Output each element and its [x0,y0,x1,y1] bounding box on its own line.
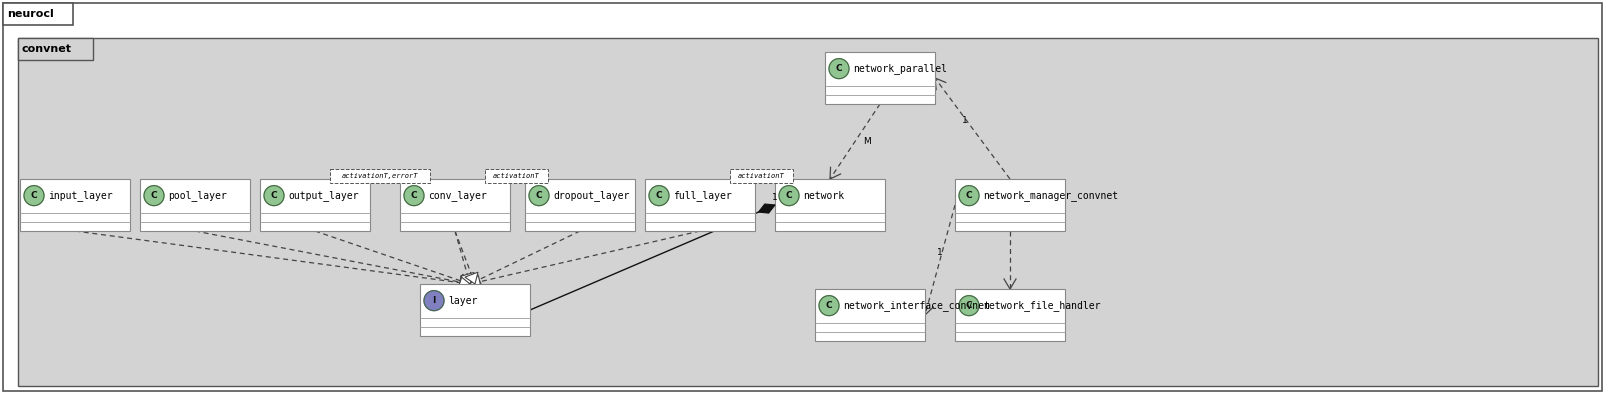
Bar [140,179,250,231]
Bar [3,3,72,25]
Text: activationT: activationT [738,173,785,179]
Bar [955,289,1066,341]
Circle shape [778,186,799,206]
Text: C: C [656,191,663,200]
Bar [815,289,924,341]
Circle shape [263,186,284,206]
Text: C: C [966,301,973,310]
Text: output_layer: output_layer [287,190,358,201]
Polygon shape [459,275,470,289]
Text: C: C [536,191,542,200]
Text: 1: 1 [937,247,942,256]
Text: C: C [825,301,833,310]
Text: M: M [863,137,872,146]
Text: convnet: convnet [22,44,72,54]
Bar [775,179,884,231]
Bar [18,38,93,60]
Polygon shape [459,274,470,287]
Bar [331,169,430,183]
Bar [18,38,1599,386]
Text: network_manager_convnet: network_manager_convnet [982,190,1119,201]
Circle shape [648,186,669,206]
Text: network_interface_convnet: network_interface_convnet [843,300,990,311]
Circle shape [530,186,549,206]
Bar [645,179,754,231]
Bar [825,52,936,104]
Text: pool_layer: pool_layer [169,190,226,201]
Text: neurocl: neurocl [6,9,53,19]
Text: C: C [966,191,973,200]
Text: C: C [271,191,278,200]
Polygon shape [461,273,473,284]
Circle shape [404,186,424,206]
Text: dropout_layer: dropout_layer [554,190,629,201]
Bar [525,179,636,231]
Text: C: C [151,191,157,200]
Circle shape [144,186,164,206]
Circle shape [830,59,849,79]
Polygon shape [470,273,482,286]
Circle shape [424,291,445,310]
Text: C: C [786,191,793,200]
Text: I: I [432,296,435,305]
Circle shape [960,296,979,316]
Text: network: network [802,191,844,201]
Text: 1: 1 [772,193,778,201]
Bar [260,179,371,231]
Text: C: C [411,191,417,200]
Circle shape [819,296,839,316]
Text: activationT,errorT: activationT,errorT [342,173,419,179]
Polygon shape [759,204,775,213]
Text: activationT: activationT [493,173,539,179]
Text: full_layer: full_layer [672,190,732,201]
Polygon shape [465,272,478,284]
Text: C: C [30,191,37,200]
Bar [485,169,547,183]
Text: layer: layer [448,296,477,306]
Polygon shape [470,275,482,288]
Text: C: C [836,64,843,73]
Text: 1: 1 [961,116,968,125]
Bar [421,284,530,336]
Circle shape [24,186,43,206]
Bar [19,179,130,231]
Text: network_file_handler: network_file_handler [982,300,1101,311]
Bar [400,179,510,231]
Circle shape [960,186,979,206]
Text: conv_layer: conv_layer [429,190,486,201]
Text: input_layer: input_layer [48,190,112,201]
Text: network_parallel: network_parallel [852,63,947,74]
Polygon shape [459,276,470,290]
Bar [955,179,1066,231]
Bar [730,169,793,183]
